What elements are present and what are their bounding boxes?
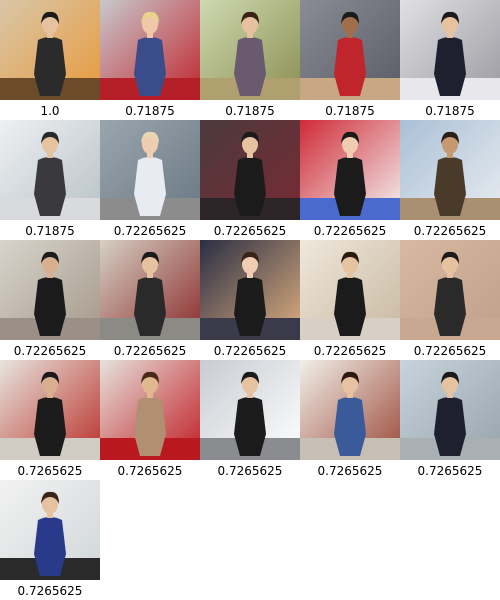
similarity-score: 0.72265625	[113, 344, 187, 358]
similarity-score: 0.7265625	[217, 464, 283, 478]
result-thumbnail[interactable]	[0, 360, 100, 460]
similarity-score: 0.7265625	[417, 464, 483, 478]
photo-thumbnail-icon	[300, 240, 400, 340]
similarity-score: 0.71875	[25, 224, 75, 238]
result-thumbnail[interactable]	[300, 240, 400, 340]
photo-thumbnail-icon	[0, 120, 100, 220]
result-item[interactable]: 0.71875	[400, 0, 500, 120]
similarity-score: 0.71875	[225, 104, 275, 118]
photo-thumbnail-icon	[300, 120, 400, 220]
photo-thumbnail-icon	[100, 240, 200, 340]
result-item[interactable]: 0.71875	[100, 0, 200, 120]
photo-thumbnail-icon	[200, 360, 300, 460]
similarity-score: 0.71875	[125, 104, 175, 118]
photo-thumbnail-icon	[200, 0, 300, 100]
photo-thumbnail-icon	[300, 0, 400, 100]
result-thumbnail[interactable]	[300, 0, 400, 100]
photo-thumbnail-icon	[400, 240, 500, 340]
result-thumbnail[interactable]	[0, 240, 100, 340]
similarity-score: 0.7265625	[117, 464, 183, 478]
photo-thumbnail-icon	[400, 120, 500, 220]
photo-thumbnail-icon	[200, 120, 300, 220]
similarity-score: 0.72265625	[313, 224, 387, 238]
result-item[interactable]: 0.71875	[0, 120, 100, 240]
result-thumbnail[interactable]	[100, 120, 200, 220]
similarity-score: 0.7265625	[317, 464, 383, 478]
result-item[interactable]: 0.72265625	[400, 120, 500, 240]
result-item[interactable]: 0.7265625	[200, 360, 300, 480]
result-item[interactable]: 0.7265625	[400, 360, 500, 480]
result-item[interactable]: 0.72265625	[0, 240, 100, 360]
result-item[interactable]: 1.0	[0, 0, 100, 120]
similarity-score: 0.7265625	[17, 584, 83, 598]
similarity-score: 0.71875	[325, 104, 375, 118]
photo-thumbnail-icon	[200, 240, 300, 340]
photo-thumbnail-icon	[400, 360, 500, 460]
result-thumbnail[interactable]	[400, 120, 500, 220]
similarity-score: 0.72265625	[413, 224, 487, 238]
photo-thumbnail-icon	[100, 0, 200, 100]
similarity-score: 1.0	[40, 104, 60, 118]
photo-thumbnail-icon	[0, 240, 100, 340]
result-item[interactable]: 0.72265625	[400, 240, 500, 360]
result-thumbnail[interactable]	[0, 480, 100, 580]
result-item[interactable]: 0.72265625	[100, 240, 200, 360]
result-item[interactable]: 0.7265625	[100, 360, 200, 480]
similarity-score: 0.71875	[425, 104, 475, 118]
photo-thumbnail-icon	[0, 480, 100, 580]
result-item[interactable]: 0.72265625	[300, 240, 400, 360]
result-thumbnail[interactable]	[200, 360, 300, 460]
photo-thumbnail-icon	[0, 360, 100, 460]
result-thumbnail[interactable]	[400, 240, 500, 340]
result-item[interactable]: 0.7265625	[0, 360, 100, 480]
similarity-score: 0.72265625	[213, 224, 287, 238]
photo-thumbnail-icon	[100, 360, 200, 460]
result-thumbnail[interactable]	[100, 240, 200, 340]
result-thumbnail[interactable]	[100, 0, 200, 100]
similarity-score: 0.72265625	[313, 344, 387, 358]
result-thumbnail[interactable]	[200, 120, 300, 220]
result-thumbnail[interactable]	[400, 360, 500, 460]
result-thumbnail[interactable]	[100, 360, 200, 460]
result-item[interactable]: 0.7265625	[300, 360, 400, 480]
result-item[interactable]: 0.71875	[300, 0, 400, 120]
result-thumbnail[interactable]	[300, 120, 400, 220]
result-item[interactable]: 0.72265625	[200, 240, 300, 360]
similarity-score: 0.72265625	[13, 344, 87, 358]
result-thumbnail[interactable]	[0, 0, 100, 100]
result-thumbnail[interactable]	[200, 0, 300, 100]
result-thumbnail[interactable]	[400, 0, 500, 100]
result-item[interactable]: 0.7265625	[0, 480, 100, 600]
photo-thumbnail-icon	[100, 120, 200, 220]
result-item[interactable]: 0.72265625	[200, 120, 300, 240]
similarity-score: 0.72265625	[213, 344, 287, 358]
result-item[interactable]: 0.71875	[200, 0, 300, 120]
photo-thumbnail-icon	[400, 0, 500, 100]
similarity-score: 0.72265625	[113, 224, 187, 238]
similarity-score: 0.7265625	[17, 464, 83, 478]
result-item[interactable]: 0.72265625	[300, 120, 400, 240]
photo-thumbnail-icon	[0, 0, 100, 100]
result-thumbnail[interactable]	[200, 240, 300, 340]
result-item[interactable]: 0.72265625	[100, 120, 200, 240]
result-thumbnail[interactable]	[0, 120, 100, 220]
result-thumbnail[interactable]	[300, 360, 400, 460]
similarity-score: 0.72265625	[413, 344, 487, 358]
photo-thumbnail-icon	[300, 360, 400, 460]
